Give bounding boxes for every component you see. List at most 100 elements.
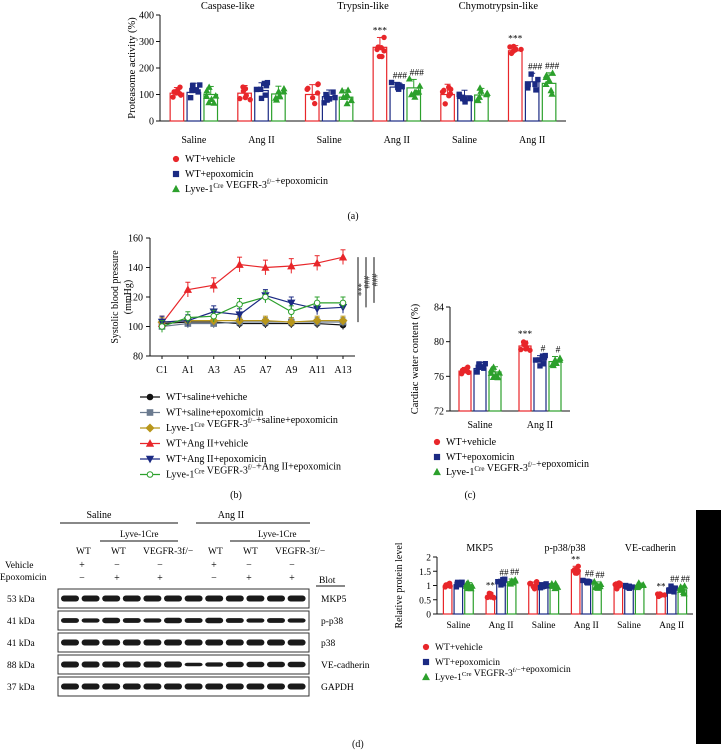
data-point [405,75,414,82]
data-point [313,299,321,307]
data-point [465,364,471,370]
legend-label: WT+epoxomicin [446,452,514,463]
significance-label: *** [373,26,388,36]
data-point [321,100,327,106]
wb-kda-label: 41 kDa [7,617,35,627]
data-point [571,567,577,574]
y-axis-label: Cardiac water content (%) [410,303,421,414]
data-point [523,344,530,351]
wb-band [287,595,306,602]
legend-label: WT+Ang II+vehicle [166,439,249,450]
data-point [287,308,295,316]
data-point [236,301,243,308]
data-point [442,101,448,107]
data-point [242,85,249,92]
data-point [518,46,524,53]
data-point [263,82,270,89]
wb-epoxomicin-mark: + [157,573,163,584]
y-tick-label: 84 [434,303,444,314]
black-sidebar [696,510,721,744]
data-point [171,89,177,95]
legend-marker [433,438,441,446]
data-point [583,578,590,584]
data-point [235,316,245,326]
chart-b: 80 100 120 140 160 C1 A1 A3 A5 A7 A9 A11 A13 Systolic… [110,234,380,502]
category-label: Ang II [519,135,545,146]
significance-label: *** [354,283,364,296]
data-point [330,89,336,95]
data-point [309,95,316,101]
y-tick-label: 0 [149,117,154,128]
legend-marker [172,184,180,193]
data-point [439,89,446,95]
data-point [286,317,296,327]
data-point [483,89,491,96]
y-tick-label: 0 [426,611,431,621]
group-title: Caspase-like [201,1,255,12]
data-point [501,577,507,584]
wb-band [143,639,162,646]
data-point [416,82,424,89]
wb-vehicle-mark: − [289,560,295,571]
data-point [210,312,218,320]
data-point [465,583,474,590]
data-point [338,316,348,326]
series-line [161,296,343,328]
wb-membrane [57,676,310,697]
wb-vehicle-mark: − [246,560,252,571]
data-point [287,299,296,308]
category-label: Saline [446,621,470,631]
wb-band [225,639,244,646]
wb-band [61,661,79,668]
wb-band [61,618,79,623]
significance-label: ## [585,568,595,578]
data-point [247,96,253,103]
wb-band [81,595,100,602]
wb-kda-label: 53 kDa [7,595,35,605]
data-point [237,95,243,102]
wb-band [225,595,244,602]
wb-band [81,661,100,668]
data-point [456,93,463,100]
bar [581,581,592,615]
wb-subgroup-angii: Lyve-1Cre [258,529,297,539]
wb-band [267,661,285,668]
significance-label: ## [670,574,680,584]
data-point [532,81,538,88]
data-point [313,258,322,267]
data-point [523,340,529,346]
data-point [184,314,192,321]
data-point [258,95,265,102]
wb-vehicle-mark: + [211,560,217,571]
wb-vehicle-mark: − [157,560,163,571]
wb-epoxomicin-mark: + [289,573,295,584]
data-point [190,82,196,89]
data-point [474,369,480,375]
data-point [680,588,688,596]
data-point [381,48,387,54]
wb-epoxomicin-mark: + [246,573,252,584]
data-point [495,369,503,376]
wb-blot-label: Blot [319,576,336,586]
data-point [671,589,677,595]
y-tick-label: 76 [434,372,444,383]
legend-marker [145,455,155,464]
wb-band [287,683,306,690]
wb-band [102,617,121,624]
y-tick-label: 200 [139,64,154,75]
wb-vehicle-mark: − [114,560,120,571]
series-line [161,321,344,326]
data-point [487,369,495,376]
data-point [457,581,463,587]
data-point [535,76,541,83]
category-label: Saline [532,621,556,631]
wb-band [205,662,224,667]
data-point [314,90,321,96]
wb-protein-label: p-p38 [321,617,343,627]
bar [389,86,405,122]
data-point [262,92,268,98]
western-blot: Saline Ang II Lyve-1Cre Lyve-1Cre WT + − WT − + VE… [0,510,380,740]
wb-band [267,618,285,623]
wb-protein-label: VE-cadherin [321,661,370,671]
y-axis-label: Relative protein level [394,542,405,628]
